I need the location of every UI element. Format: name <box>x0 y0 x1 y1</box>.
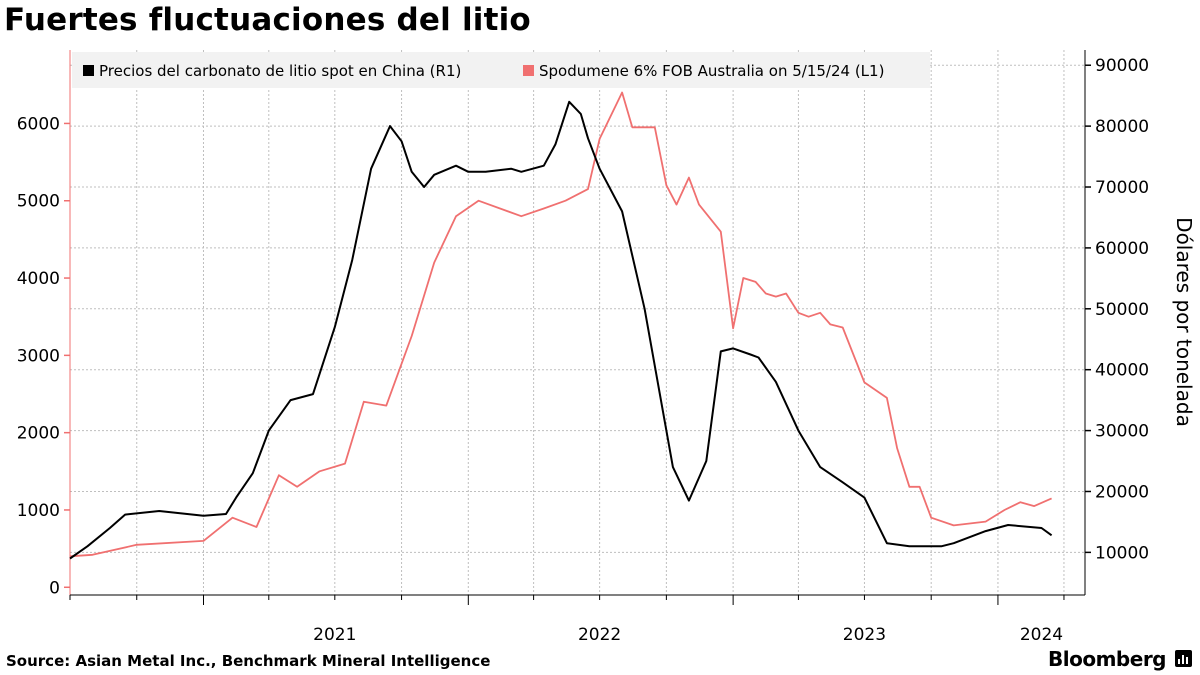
legend-swatch-red <box>523 65 534 76</box>
right-tick-label-5: 60000 <box>1095 239 1149 259</box>
left-tick-label-2: 2000 <box>17 424 60 444</box>
right-axis-ticks: 10000 20000 30000 40000 50000 60000 70000 80000… <box>1085 56 1149 563</box>
x-tick-label-2022: 2022 <box>578 625 621 645</box>
bar-chart-icon <box>1175 650 1192 667</box>
legend-entry-carbonato: Precios del carbonato de litio spot en C… <box>99 62 461 80</box>
right-tick-label-0: 10000 <box>1095 543 1149 563</box>
left-tick-label-1: 1000 <box>17 501 60 521</box>
legend-entry-spodumene: Spodumene 6% FOB Australia on 5/15/24 (L… <box>539 62 884 80</box>
series-lines <box>69 91 1053 560</box>
x-axis-ticks: 2021 2022 2023 2024 <box>69 595 1065 645</box>
right-tick-label-3: 40000 <box>1095 361 1149 381</box>
left-tick-label-0: 0 <box>49 578 60 598</box>
x-tick-label-2024: 2024 <box>1020 625 1063 645</box>
left-axis-ticks: 0 1000 2000 3000 4000 5000 6000 <box>17 114 70 598</box>
legend-background <box>72 52 930 88</box>
grid-lines <box>70 50 1085 595</box>
series-line-spodumene <box>69 91 1052 558</box>
right-tick-label-4: 50000 <box>1095 300 1149 320</box>
x-tick-label-2023: 2023 <box>843 625 886 645</box>
left-tick-label-4: 4000 <box>17 269 60 289</box>
series-line-carbonato <box>69 100 1053 560</box>
right-tick-label-7: 80000 <box>1095 117 1149 137</box>
right-tick-label-6: 70000 <box>1095 178 1149 198</box>
left-tick-label-3: 3000 <box>17 346 60 366</box>
chart-title: Fuertes fluctuaciones del litio <box>4 2 531 38</box>
right-tick-label-1: 20000 <box>1095 482 1149 502</box>
right-axis-label: Dólares por tonelada <box>1172 217 1196 427</box>
right-tick-label-8: 90000 <box>1095 56 1149 76</box>
legend-swatch-black <box>83 65 94 76</box>
left-tick-label-6: 6000 <box>17 114 60 134</box>
brand-logo: Bloomberg <box>1048 647 1166 671</box>
axes <box>69 50 1086 596</box>
left-tick-label-5: 5000 <box>17 192 60 212</box>
legend: Precios del carbonato de litio spot en C… <box>72 52 930 88</box>
x-tick-label-2021: 2021 <box>313 625 356 645</box>
right-tick-label-2: 30000 <box>1095 422 1149 442</box>
source-note: Source: Asian Metal Inc., Benchmark Mine… <box>6 652 491 670</box>
